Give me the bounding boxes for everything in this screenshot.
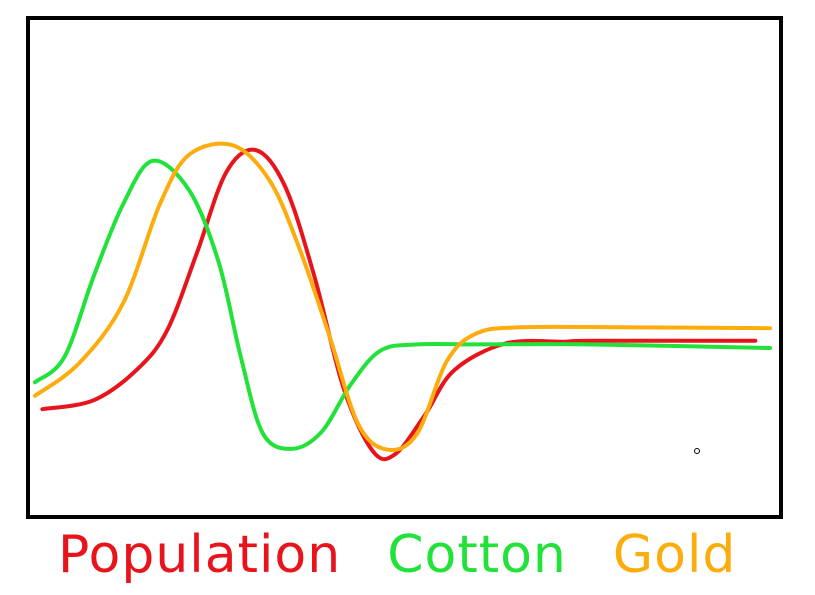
cursor-dot <box>694 448 700 454</box>
series-line-cotton <box>33 158 772 451</box>
series-line-population <box>40 147 758 462</box>
plot-frame <box>26 16 783 519</box>
legend-entry-population: Population <box>58 525 342 585</box>
legend-entry-cotton: Cotton <box>387 525 567 585</box>
legend-entry-gold: Gold <box>612 525 737 585</box>
chart-legend: Population Cotton Gold <box>58 520 782 590</box>
series-line-gold <box>33 141 772 453</box>
series-layer <box>33 141 772 462</box>
